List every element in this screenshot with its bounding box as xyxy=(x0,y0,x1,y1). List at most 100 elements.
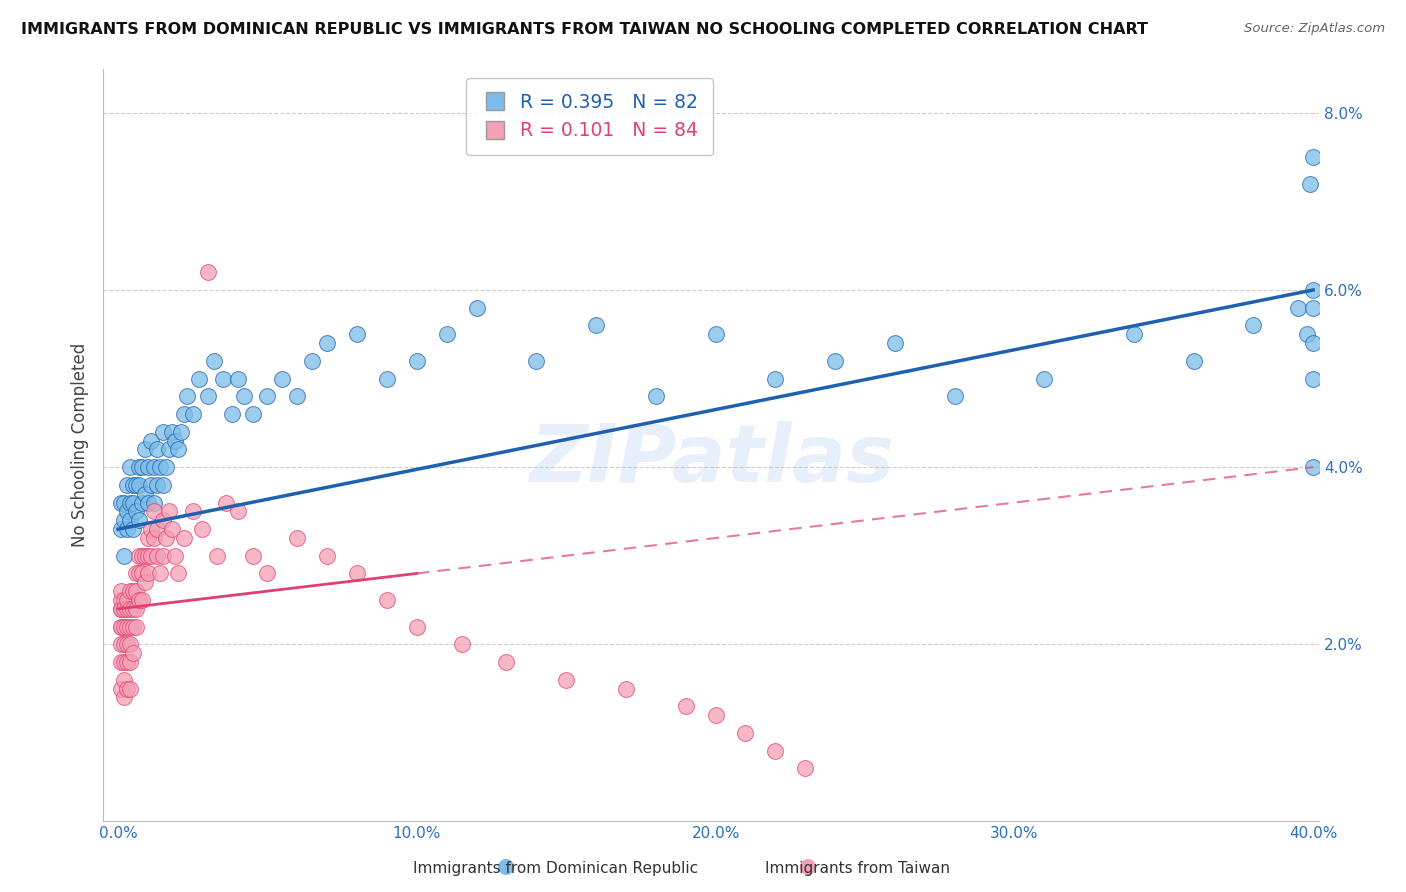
Text: Immigrants from Dominican Republic: Immigrants from Dominican Republic xyxy=(413,861,697,876)
Point xyxy=(824,354,846,368)
Point xyxy=(112,513,135,527)
Point xyxy=(110,655,132,669)
Point xyxy=(173,407,195,421)
Point xyxy=(131,566,153,581)
Point xyxy=(181,504,204,518)
Point xyxy=(134,442,156,457)
Point xyxy=(450,637,472,651)
Point xyxy=(190,522,212,536)
Point xyxy=(112,593,135,607)
Text: IMMIGRANTS FROM DOMINICAN REPUBLIC VS IMMIGRANTS FROM TAIWAN NO SCHOOLING COMPLE: IMMIGRANTS FROM DOMINICAN REPUBLIC VS IM… xyxy=(21,22,1149,37)
Point xyxy=(115,504,138,518)
Point xyxy=(375,593,398,607)
Point xyxy=(136,495,159,509)
Point xyxy=(125,619,148,633)
Point xyxy=(128,478,150,492)
Point xyxy=(110,602,132,616)
Point xyxy=(139,522,162,536)
Point xyxy=(157,442,180,457)
Point xyxy=(346,566,368,581)
Point xyxy=(110,602,132,616)
Point xyxy=(142,495,165,509)
Point xyxy=(115,593,138,607)
Point xyxy=(125,478,148,492)
Point xyxy=(125,602,148,616)
Point xyxy=(585,318,607,333)
Point xyxy=(110,593,132,607)
Point xyxy=(163,549,186,563)
Point xyxy=(285,389,308,403)
Point xyxy=(142,460,165,475)
Point xyxy=(1296,327,1319,342)
Point xyxy=(110,495,132,509)
Point xyxy=(139,434,162,448)
Point xyxy=(524,354,547,368)
Point xyxy=(131,495,153,509)
Point xyxy=(495,655,517,669)
Text: ●: ● xyxy=(800,856,817,876)
Point xyxy=(136,549,159,563)
Point xyxy=(122,584,145,599)
Point xyxy=(118,602,141,616)
Point xyxy=(211,371,233,385)
Point xyxy=(155,531,177,545)
Point xyxy=(122,619,145,633)
Point xyxy=(1302,150,1324,164)
Point xyxy=(122,646,145,660)
Point xyxy=(1302,336,1324,351)
Y-axis label: No Schooling Completed: No Schooling Completed xyxy=(72,343,89,547)
Point xyxy=(375,371,398,385)
Point xyxy=(405,619,427,633)
Point xyxy=(112,549,135,563)
Point xyxy=(122,495,145,509)
Point xyxy=(112,690,135,705)
Point xyxy=(112,619,135,633)
Point xyxy=(118,513,141,527)
Point xyxy=(436,327,458,342)
Point xyxy=(157,504,180,518)
Point xyxy=(128,513,150,527)
Point xyxy=(197,265,219,279)
Point xyxy=(118,655,141,669)
Point xyxy=(112,637,135,651)
Point xyxy=(226,371,249,385)
Point xyxy=(125,584,148,599)
Point xyxy=(125,566,148,581)
Text: ●: ● xyxy=(498,856,515,876)
Point xyxy=(316,549,339,563)
Point xyxy=(118,637,141,651)
Point xyxy=(221,407,243,421)
Point xyxy=(136,566,159,581)
Point xyxy=(110,619,132,633)
Point xyxy=(555,673,578,687)
Point xyxy=(1299,177,1322,191)
Point xyxy=(115,637,138,651)
Point xyxy=(205,549,228,563)
Point xyxy=(131,593,153,607)
Point xyxy=(112,673,135,687)
Point xyxy=(346,327,368,342)
Point xyxy=(118,495,141,509)
Point xyxy=(1182,354,1205,368)
Point xyxy=(131,549,153,563)
Point xyxy=(142,504,165,518)
Point xyxy=(166,566,188,581)
Point xyxy=(675,699,697,714)
Point xyxy=(763,371,786,385)
Point xyxy=(1302,301,1324,315)
Text: Immigrants from Taiwan: Immigrants from Taiwan xyxy=(765,861,950,876)
Point xyxy=(256,389,278,403)
Text: Source: ZipAtlas.com: Source: ZipAtlas.com xyxy=(1244,22,1385,36)
Point xyxy=(704,327,727,342)
Point xyxy=(160,425,183,439)
Point xyxy=(614,681,637,696)
Point xyxy=(170,425,193,439)
Point xyxy=(118,584,141,599)
Point xyxy=(271,371,294,385)
Point xyxy=(115,522,138,536)
Point xyxy=(128,460,150,475)
Point xyxy=(226,504,249,518)
Point xyxy=(644,389,666,403)
Point xyxy=(163,434,186,448)
Point xyxy=(1241,318,1264,333)
